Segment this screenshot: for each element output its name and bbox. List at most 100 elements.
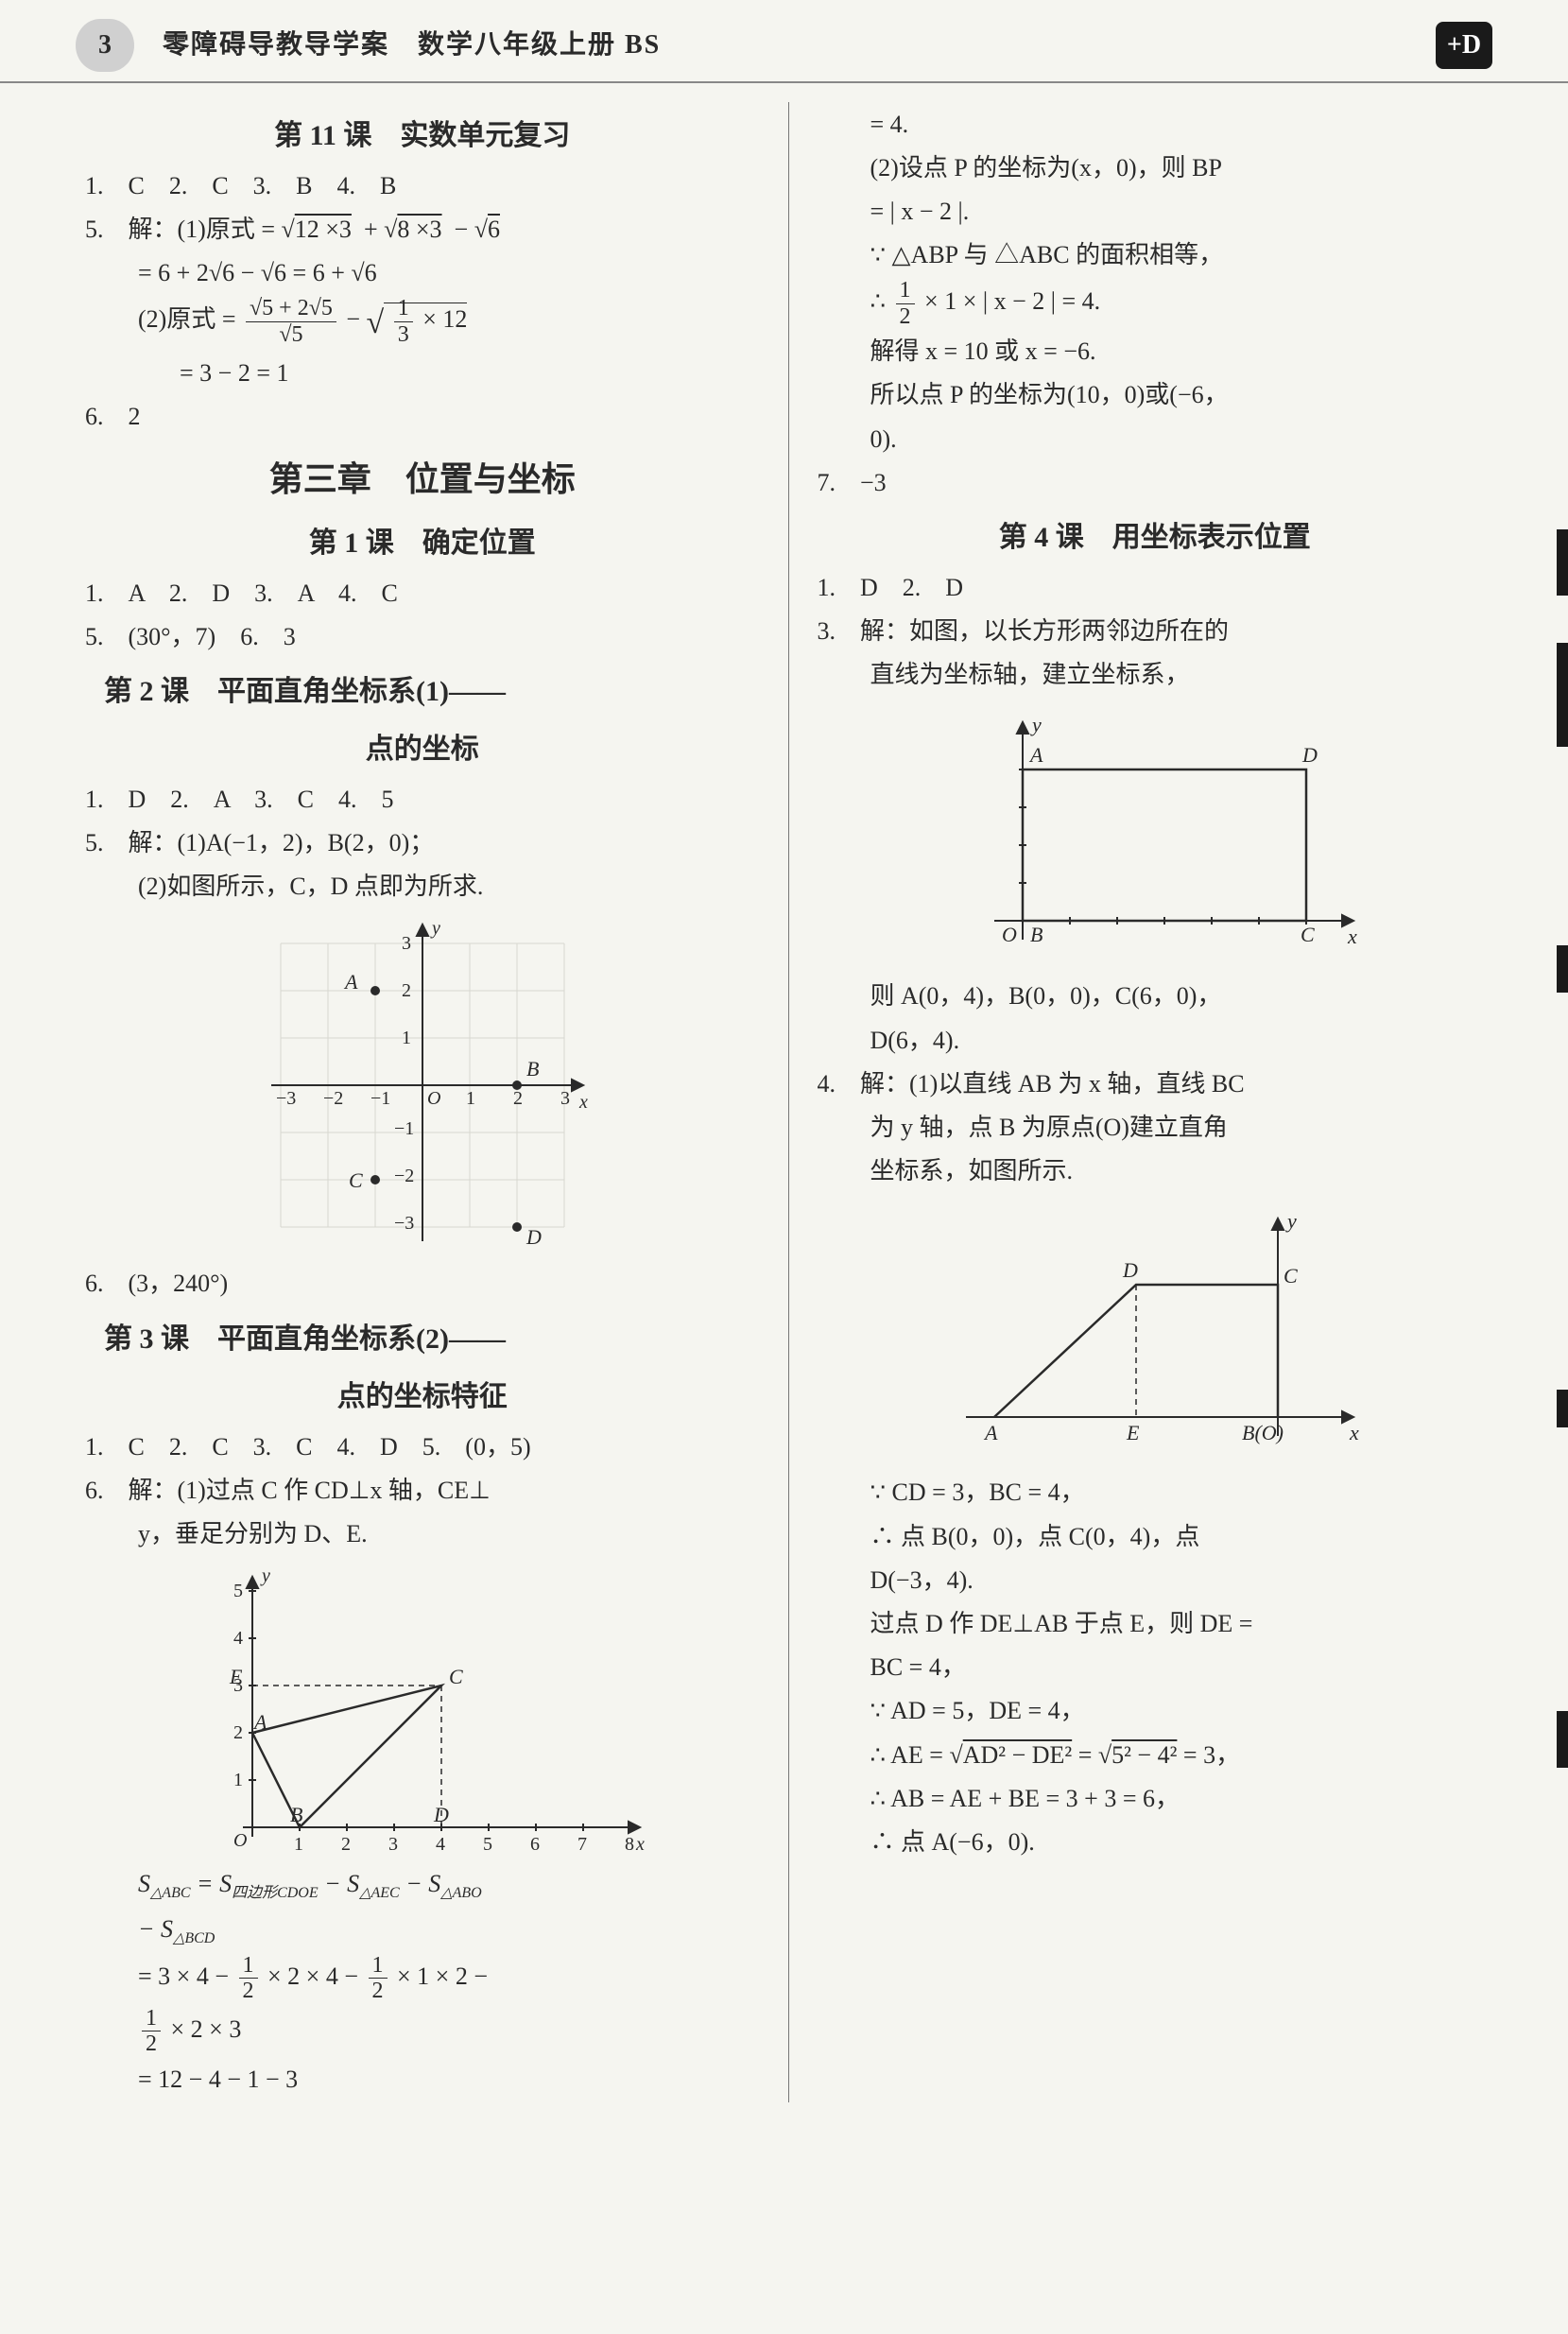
- svg-text:−2: −2: [323, 1088, 343, 1109]
- svg-text:3: 3: [402, 933, 411, 954]
- subscript: △BCD: [173, 1930, 215, 1946]
- text: × 2 × 4 −: [267, 1962, 365, 1990]
- graph-1-coordinate-plane: −3−2−1 O 123 123 −1−2−3 xy A B C D: [85, 915, 760, 1255]
- chapter-3-title: 第三章 位置与坐标: [85, 451, 760, 509]
- svg-text:1: 1: [402, 1028, 411, 1048]
- svg-text:5: 5: [233, 1581, 243, 1601]
- svg-text:y: y: [260, 1565, 270, 1586]
- svg-text:B: B: [526, 1057, 539, 1081]
- svg-text:O: O: [1002, 923, 1017, 946]
- r-cont-4: ∵ △ABP 与 △ABC 的面积相等，: [818, 234, 1493, 276]
- sqrt-expr: AD² − DE²: [963, 1741, 1072, 1769]
- svg-text:A: A: [252, 1710, 267, 1734]
- fraction: 12: [239, 1953, 258, 2004]
- svg-text:−1: −1: [394, 1118, 414, 1139]
- r-q7: 7. −3: [818, 462, 1493, 504]
- numerator: 1: [394, 296, 413, 321]
- l2-q6: 6. (3，240°): [85, 1263, 760, 1305]
- sqrt-expr: 5² − 4²: [1111, 1741, 1177, 1769]
- l2-q5-1: 5. 解：(1)A(−1，2)，B(2，0)；: [85, 822, 760, 864]
- l4-q3-1: 3. 解：如图，以长方形两邻边所在的: [818, 611, 1493, 652]
- l3-calc-2: 12 × 2 × 3: [85, 2006, 760, 2057]
- svg-text:B: B: [1030, 923, 1042, 946]
- graph-2-triangle: O 123 456 78 123 45 xy AB: [85, 1563, 760, 1856]
- svg-text:D: D: [1122, 1258, 1138, 1282]
- svg-text:8: 8: [625, 1834, 634, 1855]
- text: = S: [197, 1870, 232, 1897]
- sqrt-expr: 8 ×3: [397, 216, 441, 243]
- radical-icon: √: [367, 305, 385, 340]
- scan-artifact: [1557, 1390, 1568, 1427]
- svg-text:D: D: [1301, 743, 1318, 767]
- lesson-1-title: 第 1 课 确定位置: [85, 519, 760, 567]
- l4-q4-11: ∴ AB = AE + BE = 3 + 3 = 6，: [818, 1778, 1493, 1820]
- svg-text:D: D: [526, 1225, 542, 1249]
- text: 5. 解：(1)原式 =: [85, 216, 281, 243]
- svg-text:1: 1: [294, 1834, 303, 1855]
- text: −: [346, 305, 366, 333]
- svg-text:E: E: [229, 1665, 243, 1688]
- svg-text:C: C: [449, 1665, 463, 1688]
- l11-q5-line1: 5. 解：(1)原式 = √12 ×3 + √8 ×3 − √6: [85, 209, 760, 251]
- scan-artifact: [1557, 529, 1568, 596]
- subscript: 四边形CDOE: [232, 1885, 319, 1901]
- l11-q5-line4: = 3 − 2 = 1: [85, 353, 760, 394]
- fraction: 12: [369, 1953, 388, 2004]
- l4-q4-12: ∴ 点 A(−6，0).: [818, 1822, 1493, 1863]
- l11-answers-row: 1. C 2. C 3. B 4. B: [85, 165, 760, 207]
- r-cont-6: 解得 x = 10 或 x = −6.: [818, 331, 1493, 372]
- right-column: = 4. (2)设点 P 的坐标为(x，0)，则 BP = | x − 2 |.…: [789, 102, 1512, 2102]
- svg-text:O: O: [233, 1830, 247, 1851]
- svg-text:−1: −1: [370, 1088, 390, 1109]
- fraction: √5 + 2√5 √5: [246, 296, 336, 347]
- l4-q3-4: D(6，4).: [818, 1020, 1493, 1062]
- svg-text:C: C: [349, 1168, 363, 1192]
- r-cont-8: 0).: [818, 419, 1493, 460]
- svg-text:2: 2: [233, 1722, 243, 1743]
- lesson-2-title-a: 第 2 课 平面直角坐标系(1)——: [85, 667, 760, 716]
- svg-text:x: x: [1349, 1421, 1359, 1444]
- text: = 3，: [1183, 1741, 1240, 1769]
- l4-q4-7: 过点 D 作 DE⊥AB 于点 E，则 DE =: [818, 1603, 1493, 1645]
- graph-3-rectangle: AD OB C xy: [818, 703, 1493, 968]
- svg-text:5: 5: [483, 1834, 492, 1855]
- svg-text:2: 2: [341, 1834, 351, 1855]
- l4-q4-6: D(−3，4).: [818, 1560, 1493, 1601]
- svg-text:4: 4: [436, 1834, 445, 1855]
- sqrt-expr: 6: [488, 216, 500, 243]
- l4-q4-9: ∵ AD = 5，DE = 4，: [818, 1690, 1493, 1732]
- svg-text:−3: −3: [276, 1088, 296, 1109]
- l11-q5-p2: (2)原式 = √5 + 2√5 √5 − √ 1 3 × 12: [85, 296, 760, 351]
- subscript: △ABC: [150, 1885, 191, 1901]
- svg-text:B: B: [290, 1803, 302, 1826]
- svg-text:3: 3: [388, 1834, 398, 1855]
- text: (2)原式 =: [138, 305, 242, 333]
- scan-artifact: [1557, 1711, 1568, 1768]
- l4-q4-2: 为 y 轴，点 B 为原点(O)建立直角: [818, 1107, 1493, 1149]
- publisher-logo: +D: [1436, 22, 1492, 69]
- r-cont-7: 所以点 P 的坐标为(10，0)或(−6，: [818, 374, 1493, 416]
- l4-q4-4: ∵ CD = 3，BC = 4，: [818, 1472, 1493, 1513]
- text: × 2 × 3: [171, 2015, 242, 2043]
- svg-text:2: 2: [513, 1088, 523, 1109]
- l4-q4-10: ∴ AE = √AD² − DE² = √5² − 4² = 3，: [818, 1735, 1493, 1776]
- l3-calc-3: = 12 − 4 − 1 − 3: [85, 2059, 760, 2101]
- text: − S: [324, 1870, 359, 1897]
- page-header: 3 零障碍导教导学案 数学八年级上册 BS +D: [0, 0, 1568, 83]
- l1-row1: 1. A 2. D 3. A 4. C: [85, 573, 760, 614]
- fraction: 12: [896, 278, 915, 329]
- r-cont-3: = | x − 2 |.: [818, 191, 1493, 233]
- graph-4-trapezoid: AE B(O) DC xy: [818, 1200, 1493, 1464]
- svg-text:7: 7: [577, 1834, 587, 1855]
- text: =: [1078, 1741, 1098, 1769]
- l4-q3-2: 直线为坐标轴，建立坐标系，: [818, 654, 1493, 696]
- text: − S: [405, 1870, 440, 1897]
- page-number: 3: [76, 19, 134, 72]
- fraction: 12: [142, 2006, 161, 2057]
- sqrt-body: 1 3 × 12: [384, 303, 467, 333]
- text: − S: [138, 1915, 173, 1943]
- svg-text:y: y: [430, 918, 440, 939]
- svg-text:−3: −3: [394, 1213, 414, 1234]
- text: = 3 × 4 −: [138, 1962, 235, 1990]
- svg-text:O: O: [427, 1088, 440, 1109]
